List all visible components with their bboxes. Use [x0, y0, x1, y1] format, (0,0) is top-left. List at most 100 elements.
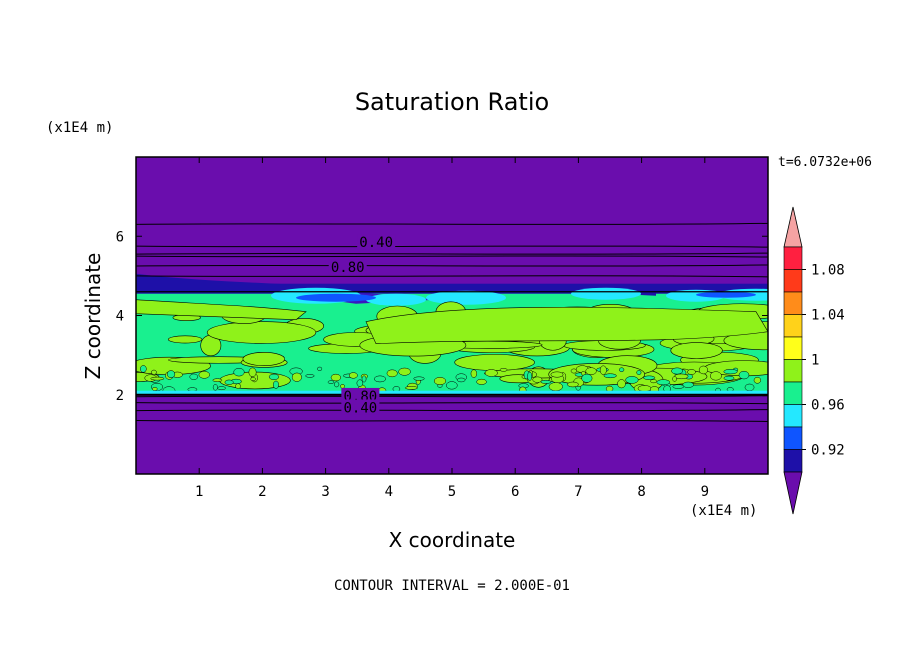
contour-label: 0.40	[359, 235, 393, 251]
turbulent-cell	[550, 371, 564, 378]
turbulent-cell	[723, 375, 735, 381]
turbulent-cell	[617, 379, 626, 389]
turbulent-cell	[386, 369, 398, 378]
colorbar-segment	[783, 381, 803, 405]
colorbar-tick-label: 0.96	[811, 398, 845, 414]
turbulent-cell	[433, 377, 447, 386]
turbulent-cell	[404, 386, 418, 390]
turbulent-cell	[198, 371, 210, 379]
turbulent-cell	[373, 375, 386, 383]
turbulent-cell	[305, 374, 315, 378]
x-tick-label: 6	[511, 484, 519, 500]
x-tick-label: 7	[574, 484, 582, 500]
contour-line	[136, 395, 768, 398]
turbulent-cell	[166, 370, 176, 379]
contour-interval-note: CONTOUR INTERVAL = 2.000E-01	[333, 578, 570, 594]
turbulent-cell	[476, 378, 487, 385]
contour-line	[136, 252, 768, 255]
contour-label-bg	[341, 399, 380, 415]
turbulent-cell	[361, 375, 367, 383]
x-tick-label: 8	[637, 484, 645, 500]
turbulent-cell	[268, 373, 280, 380]
blue-patch	[296, 293, 376, 302]
supersaturated-patch	[206, 321, 317, 344]
contour-line	[136, 264, 768, 267]
x-tick-label: 3	[321, 484, 329, 500]
turbulent-cell	[217, 386, 226, 391]
turbulent-cell	[356, 379, 364, 387]
turbulent-cell	[618, 367, 625, 373]
blue-patch	[696, 291, 756, 298]
turbulent-cell	[150, 376, 165, 381]
x-tick-label: 9	[701, 484, 709, 500]
colorbar-segment	[783, 269, 803, 293]
y-tick-label: 6	[116, 229, 124, 245]
colorbar-tick-label: 0.92	[811, 443, 845, 459]
turbulent-cell	[672, 384, 685, 389]
colorbar-segment	[783, 426, 803, 450]
supersaturated-patch	[454, 354, 535, 371]
turbulent-cell	[250, 377, 256, 381]
turbulent-cell	[605, 385, 614, 392]
colorbar-tick-label: 1.04	[811, 308, 845, 324]
colorbar-segment	[783, 246, 803, 270]
turbulent-cell	[317, 366, 323, 371]
contour-label-bg	[328, 259, 367, 275]
contour-line	[136, 419, 768, 423]
colorbar-segment	[783, 449, 803, 473]
y-unit-label: (x1E4 m)	[46, 120, 114, 136]
x-tick-label: 4	[385, 484, 393, 500]
supersaturated-patch	[365, 306, 768, 345]
supersaturated-patch	[167, 335, 203, 344]
colorbar-segment	[783, 291, 803, 315]
colorbar-segment	[783, 404, 803, 428]
turbulent-cell	[603, 373, 617, 379]
turbulent-cell	[470, 369, 478, 378]
turbulent-cell	[540, 379, 552, 384]
cyan-patch	[426, 290, 506, 305]
cyan-patch	[366, 293, 426, 306]
turbulent-cell	[248, 367, 257, 378]
contour-line	[136, 255, 768, 258]
turbulent-cell	[698, 365, 708, 375]
colorbar-segment	[783, 314, 803, 338]
x-axis-title: X coordinate	[388, 528, 516, 552]
contour-line	[136, 409, 768, 412]
contour-line	[136, 245, 768, 248]
contour-label-bg	[341, 387, 380, 403]
colorbar-extend-top	[783, 206, 803, 248]
turbulent-cell	[570, 368, 578, 374]
y-tick-label: 2	[116, 388, 124, 404]
supersaturated-patch	[670, 342, 723, 359]
colorbar-tick-label: 1.08	[811, 263, 845, 279]
contour-line	[136, 275, 768, 278]
contour-line	[136, 402, 768, 405]
turbulent-cell	[671, 367, 683, 375]
base-strip	[136, 390, 768, 395]
turbulent-cell	[581, 373, 593, 383]
turbulent-cell	[650, 379, 657, 384]
turbulent-cell	[527, 371, 533, 381]
contour-label: 0.40	[344, 400, 378, 416]
turbulent-cell	[446, 381, 458, 390]
turbulent-cell	[140, 365, 147, 373]
contour-label: 0.80	[331, 260, 365, 276]
turbulent-cell	[233, 367, 245, 377]
turbulent-cell	[348, 372, 358, 379]
turbulent-cell	[212, 378, 223, 383]
colorbar-extend-bottom	[783, 471, 803, 515]
turbulent-cell	[212, 384, 218, 391]
turbulent-cell	[738, 370, 750, 380]
turbulent-cell	[532, 376, 543, 383]
y-tick-label: 4	[116, 309, 124, 325]
turbulent-cell	[599, 365, 607, 375]
turbulent-cell	[484, 369, 498, 377]
turbulent-cell	[413, 376, 425, 381]
turbulent-cell	[327, 380, 335, 384]
x-tick-label: 5	[448, 484, 456, 500]
turbulent-cell	[744, 383, 755, 392]
turbulent-cell	[548, 382, 563, 392]
turbulent-cell	[189, 373, 199, 380]
turbulent-cell	[340, 384, 345, 389]
